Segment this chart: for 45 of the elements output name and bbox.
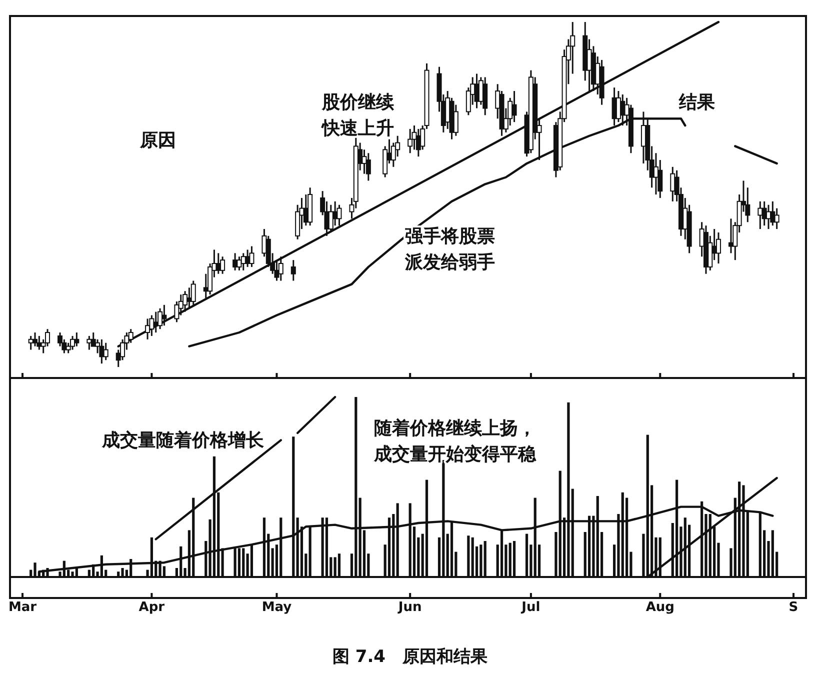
candlestick	[336, 204, 342, 226]
candlestick	[70, 335, 76, 350]
annotation: 随着价格继续上扬，	[374, 418, 536, 439]
candlestick	[366, 152, 371, 182]
candlestick	[182, 290, 188, 313]
candlestick	[36, 335, 42, 350]
x-tick-label: Apr	[138, 600, 166, 615]
annotation: 成交量随着价格增长	[101, 430, 265, 451]
candlestick	[74, 332, 80, 348]
annotation: 快速上升	[321, 118, 394, 139]
annotation: 结果	[678, 92, 716, 113]
x-tick-label: Aug	[646, 600, 674, 615]
candlestick	[512, 90, 517, 123]
candlestick	[716, 232, 721, 264]
candlestick	[236, 256, 242, 272]
annotation: 成交量开始变得平稳	[373, 444, 537, 465]
caption: 图 7.4 原因和结果	[332, 647, 489, 667]
candlestick	[149, 314, 154, 337]
candlestick	[774, 208, 780, 230]
x-tick-label: May	[262, 600, 292, 615]
candlestick	[328, 204, 334, 234]
candlestick	[86, 335, 92, 350]
annotation: 股价继续	[321, 92, 395, 113]
candlestick	[145, 318, 150, 340]
candlestick	[158, 308, 163, 330]
candlestick	[290, 259, 296, 282]
candlestick	[103, 342, 108, 361]
x-tick-label: Mar	[8, 600, 38, 615]
annotation: 原因	[139, 130, 176, 151]
x-tick-label: Jul	[520, 600, 540, 615]
candlestick	[249, 246, 254, 268]
x-tick-label: S	[788, 600, 798, 615]
x-tick-label: Jun	[397, 600, 422, 615]
candlestick	[186, 286, 192, 310]
candlestick	[220, 256, 226, 275]
candlestick	[278, 256, 284, 282]
candlestick	[162, 304, 167, 326]
candlestick	[99, 338, 104, 364]
candlestick	[453, 104, 458, 137]
candlestick	[670, 166, 676, 202]
candlestick	[32, 332, 38, 348]
annotation: 派发给弱手	[404, 252, 495, 273]
candlestick	[408, 128, 413, 154]
candlestick	[190, 280, 196, 306]
candlestick	[770, 200, 776, 226]
